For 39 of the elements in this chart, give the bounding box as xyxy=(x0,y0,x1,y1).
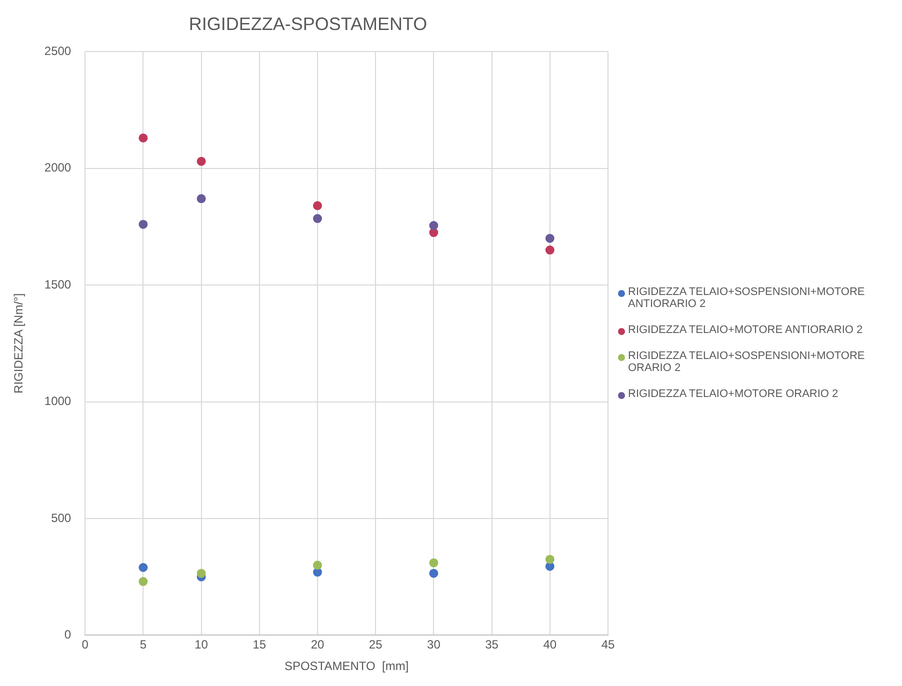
x-tick-label: 10 xyxy=(194,638,208,652)
point xyxy=(138,563,148,572)
point xyxy=(196,156,206,166)
y-tick-label: 1500 xyxy=(44,277,72,292)
x-tick-label: 25 xyxy=(368,638,383,652)
legend-label: RIGIDEZZA TELAIO+SOSPENSIONI+MOTORE ANTIORARIO 2 xyxy=(628,286,866,310)
x-tick-label: 15 xyxy=(252,638,266,652)
y-tick-label: 2000 xyxy=(44,160,72,175)
point xyxy=(545,234,554,243)
x-tick-label: 45 xyxy=(601,638,615,652)
y-tick-label: 1000 xyxy=(44,394,72,408)
point xyxy=(196,194,206,204)
x-axis-title: SPOSTAMENTO [mm] xyxy=(284,659,409,674)
legend-label: RIGIDEZZA TELAIO+SOSPENSIONI+MOTORE ORARIO 2 xyxy=(628,350,866,374)
y-tick-label: 0 xyxy=(64,628,72,642)
y-axis-title: RIGIDEZZA [Nm/°] xyxy=(12,293,26,394)
point xyxy=(138,577,148,586)
x-tick-label: 40 xyxy=(543,638,557,652)
legend-label: RIGIDEZZA TELAIO+MOTORE ORARIO 2 xyxy=(628,388,838,400)
point xyxy=(429,568,438,578)
x-tick-label: 35 xyxy=(485,638,499,652)
point xyxy=(196,568,206,578)
point xyxy=(545,554,554,564)
x-tick-label: 5 xyxy=(140,638,147,652)
y-tick-label: 500 xyxy=(51,510,72,525)
x-tick-label: 20 xyxy=(310,638,324,652)
point xyxy=(138,220,148,229)
point xyxy=(313,201,322,210)
x-tick-label: 30 xyxy=(427,638,441,652)
point xyxy=(313,214,322,224)
point xyxy=(545,246,554,255)
point xyxy=(429,221,438,230)
point xyxy=(138,133,148,142)
point xyxy=(313,560,322,570)
legend-label: RIGIDEZZA TELAIO+MOTORE ANTIORARIO 2 xyxy=(628,324,863,336)
x-tick-label: 0 xyxy=(82,638,89,652)
point xyxy=(429,558,438,568)
y-tick-label: 2500 xyxy=(44,44,72,58)
chart-title: RIGIDEZZA-SPOSTAMENTO xyxy=(188,14,428,34)
